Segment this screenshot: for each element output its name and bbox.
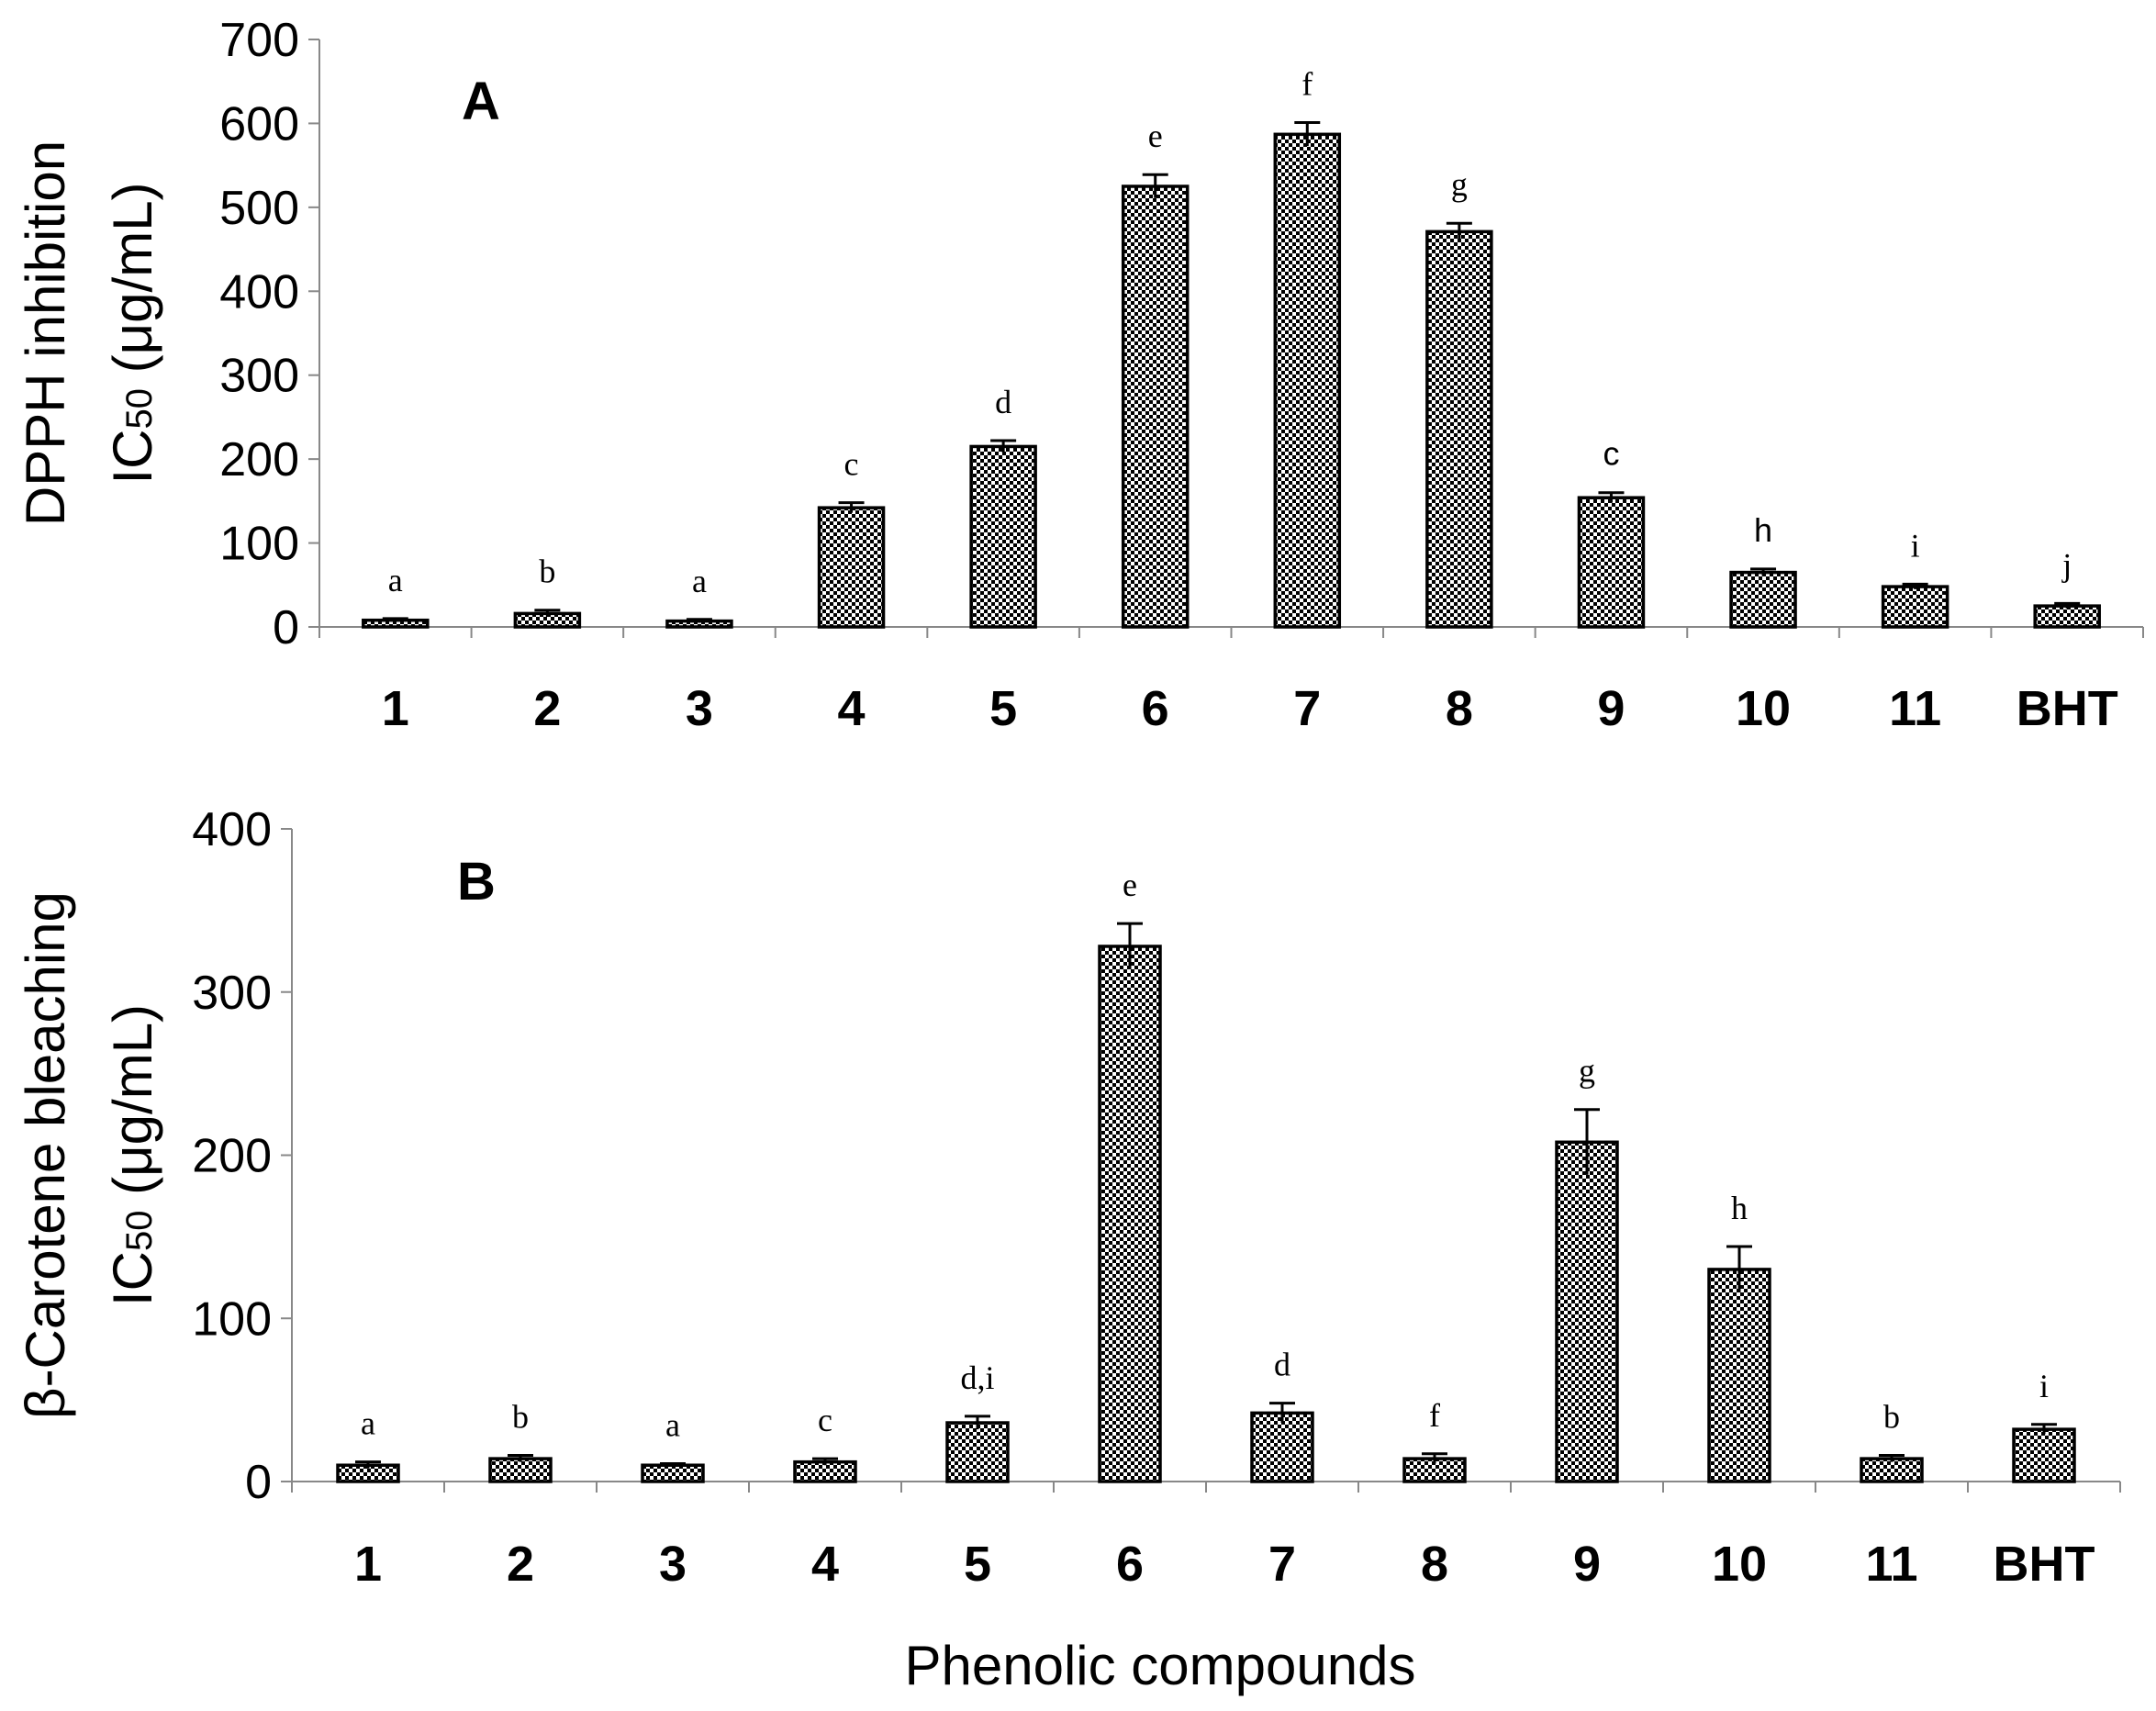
significance-label: d [1274, 1347, 1290, 1383]
category-label: 4 [811, 1537, 839, 1592]
y-tick-label: 300 [219, 350, 299, 403]
significance-label: d,i [960, 1359, 994, 1396]
bar-11 [1860, 1457, 1924, 1483]
panel-a-chart: 0 100 200 300 400 500 600 700 a 1 b 2 a 3 c 4 d 5 e 6 f 7 g 8 c 9… [15, 14, 2144, 736]
bar-7 [1273, 132, 1342, 629]
y-tick-label: 500 [219, 182, 299, 235]
bar-5 [945, 1421, 1010, 1483]
y-axis-title-line2: IC50 (μg/mL) [102, 182, 163, 484]
ic-text: IC [102, 1251, 163, 1306]
bar-7 [1250, 1411, 1314, 1483]
significance-label: f [1429, 1397, 1440, 1434]
significance-label: h [1754, 511, 1772, 549]
category-label: 8 [1421, 1537, 1448, 1592]
bar-6 [1098, 945, 1162, 1483]
y-tick-label: 100 [192, 1292, 272, 1346]
bar-3 [641, 1463, 705, 1483]
bar-9 [1555, 1140, 1619, 1483]
significance-label: i [2039, 1368, 2049, 1404]
significance-label: j [2061, 546, 2072, 583]
significance-label: c [844, 446, 859, 483]
ic-subscript: 50 [119, 388, 160, 430]
category-label: 3 [686, 681, 713, 736]
ic-unit: (μg/mL) [102, 182, 163, 388]
category-label: 6 [1116, 1537, 1144, 1592]
bar-8 [1425, 229, 1493, 629]
panel-letter: A [462, 72, 500, 131]
category-label: 7 [1268, 1537, 1296, 1592]
category-label: 7 [1293, 681, 1321, 736]
category-label: 10 [1736, 681, 1791, 736]
significance-label: b [539, 554, 555, 590]
significance-label: c [818, 1402, 832, 1438]
y-tick-label: 400 [219, 265, 299, 319]
significance-label: c [1603, 435, 1619, 473]
significance-label: a [692, 563, 707, 599]
category-label: 1 [382, 681, 409, 736]
bar-BHT [2033, 604, 2101, 629]
y-tick-label: 300 [192, 967, 272, 1020]
category-label: 11 [1889, 681, 1941, 736]
bar-10 [1707, 1268, 1771, 1483]
significance-label: f [1301, 66, 1313, 103]
category-label: 9 [1597, 681, 1625, 736]
x-axis-title: Phenolic compounds [904, 1635, 1415, 1696]
y-axis-title-line1: β-Carotene bleaching [15, 891, 76, 1419]
y-tick-label: 200 [192, 1130, 272, 1183]
category-label: 6 [1142, 681, 1169, 736]
category-label: 11 [1865, 1537, 1917, 1592]
bar-6 [1121, 185, 1190, 629]
significance-label: e [1123, 867, 1137, 903]
y-tick-label: 600 [219, 97, 299, 151]
category-label: BHT [1994, 1537, 2095, 1592]
significance-label: g [1451, 166, 1468, 203]
significance-label: a [361, 1405, 375, 1442]
category-label: 1 [354, 1537, 382, 1592]
significance-label: g [1579, 1053, 1595, 1090]
category-label: 9 [1573, 1537, 1601, 1592]
y-axis-title-line2: IC50 (μg/mL) [102, 1004, 163, 1306]
ic-text: IC [102, 430, 163, 485]
bar-2 [488, 1457, 553, 1483]
significance-label: d [995, 384, 1011, 420]
ic-unit: (μg/mL) [102, 1004, 163, 1211]
category-label: 4 [838, 681, 866, 736]
bar-5 [969, 444, 1037, 629]
y-tick-label: 0 [245, 1456, 272, 1509]
panel-letter: B [457, 852, 496, 911]
bar-4 [817, 506, 886, 629]
bar-9 [1577, 496, 1646, 629]
y-tick-label: 700 [219, 14, 299, 67]
significance-label: b [512, 1399, 529, 1436]
bar-BHT [2012, 1427, 2076, 1483]
y-tick-label: 100 [219, 518, 299, 571]
category-label: 5 [964, 1537, 991, 1592]
category-label: 8 [1446, 681, 1473, 736]
category-label: 2 [507, 1537, 534, 1592]
significance-label: i [1911, 527, 1920, 564]
significance-label: e [1148, 117, 1163, 154]
y-axis-title-line1: DPPH inhibition [15, 140, 76, 526]
category-label: 2 [533, 681, 561, 736]
panel-b-chart: 0 100 200 300 400 a 1 b 2 a 3 c 4 d,i 5 e 6 d 7 f 8 g 9 h 10 b 11 i… [15, 803, 2121, 1696]
category-label: 3 [659, 1537, 687, 1592]
bar-11 [1881, 585, 1949, 629]
y-tick-label: 200 [219, 433, 299, 486]
y-tick-label: 0 [273, 601, 299, 654]
significance-label: a [388, 562, 403, 598]
significance-label: b [1883, 1399, 1900, 1436]
category-label: 10 [1712, 1537, 1767, 1592]
category-label: 5 [989, 681, 1017, 736]
significance-label: h [1731, 1190, 1748, 1226]
bar-10 [1729, 570, 1797, 629]
ic-subscript: 50 [119, 1211, 160, 1252]
category-label: BHT [2016, 681, 2118, 736]
significance-label: a [665, 1406, 680, 1443]
y-tick-label: 400 [192, 803, 272, 856]
